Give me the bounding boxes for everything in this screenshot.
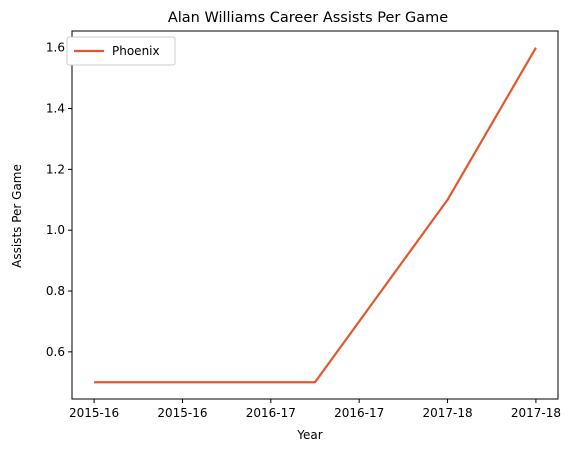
y-tick-label: 0.8 <box>46 284 65 298</box>
legend-label-phoenix: Phoenix <box>112 44 160 58</box>
series-layer <box>94 47 537 384</box>
chart-title: Alan Williams Career Assists Per Game <box>168 10 448 26</box>
y-tick-label: 0.6 <box>46 345 65 359</box>
y-tick-label: 1.4 <box>46 102 65 116</box>
series-line-phoenix <box>94 47 537 384</box>
x-tick-label: 2016-17 <box>246 406 296 420</box>
plot-frame <box>71 30 559 400</box>
legend: Phoenix <box>66 36 176 66</box>
x-tick-label: 2017-18 <box>422 406 472 420</box>
legend-box <box>66 36 176 66</box>
plot-area: 0.6 0.8 1.0 1.2 1.4 1.6 2015-16 2015-16 2016-17… <box>46 30 561 420</box>
x-tick-label: 2016-17 <box>334 406 384 420</box>
y-tick-label: 1.6 <box>46 41 65 55</box>
x-axis-label: Year <box>296 428 322 442</box>
x-tick-label: 2015-16 <box>69 406 119 420</box>
y-axis-label: Assists Per Game <box>10 164 24 268</box>
x-tick-label: 2017-18 <box>511 406 561 420</box>
y-tick-label: 1.2 <box>46 162 65 176</box>
x-tick-label: 2015-16 <box>157 406 207 420</box>
x-axis-ticks: 2015-16 2015-16 2016-17 2016-17 2017-18 2017-… <box>69 399 561 420</box>
y-axis-ticks: 0.6 0.8 1.0 1.2 1.4 1.6 <box>46 41 72 359</box>
y-tick-label: 1.0 <box>46 223 65 237</box>
